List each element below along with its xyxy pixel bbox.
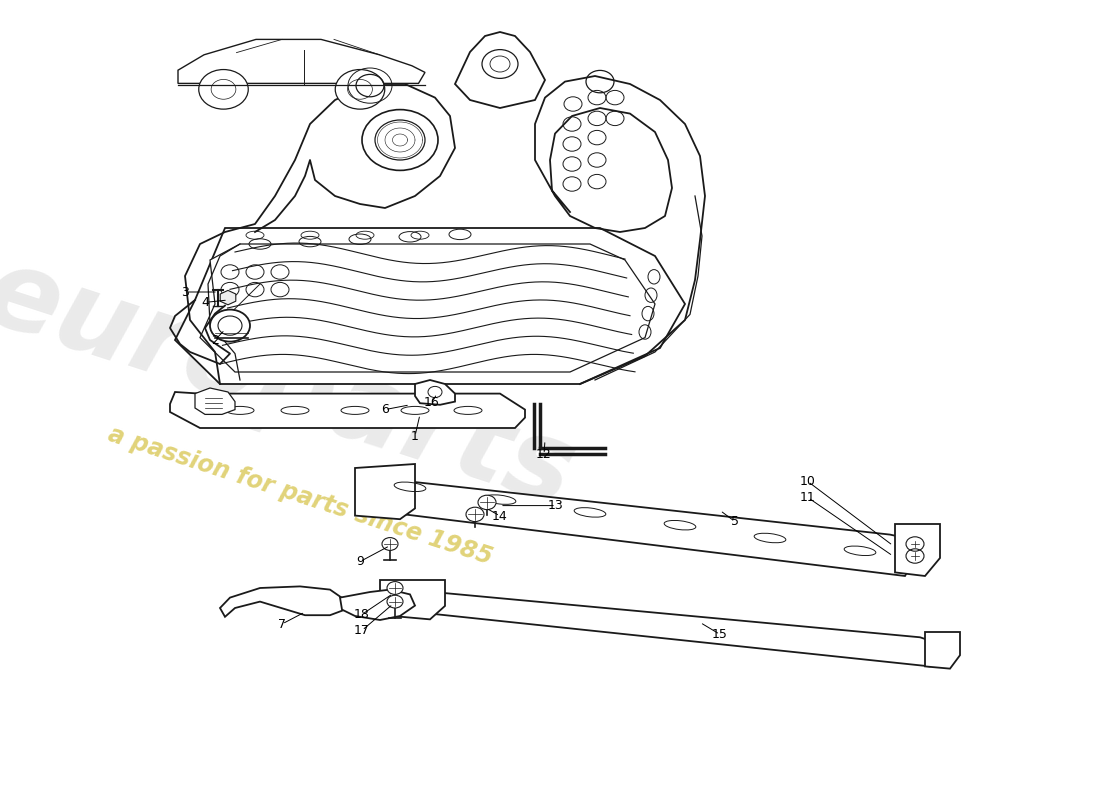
Polygon shape — [360, 476, 915, 576]
Text: 11: 11 — [800, 491, 816, 504]
Circle shape — [199, 70, 249, 109]
Text: 3: 3 — [182, 286, 189, 298]
Circle shape — [466, 507, 484, 522]
Polygon shape — [195, 388, 235, 414]
Text: 18: 18 — [354, 608, 370, 621]
Text: 14: 14 — [492, 510, 508, 522]
Text: 17: 17 — [354, 624, 370, 637]
Polygon shape — [379, 580, 446, 619]
Text: 2: 2 — [211, 334, 219, 346]
Polygon shape — [200, 244, 654, 372]
Polygon shape — [170, 392, 525, 428]
Circle shape — [362, 110, 438, 170]
Polygon shape — [175, 228, 685, 384]
Polygon shape — [925, 632, 960, 669]
Text: 4: 4 — [201, 296, 209, 309]
Polygon shape — [355, 464, 415, 519]
Circle shape — [478, 495, 496, 510]
Circle shape — [382, 538, 398, 550]
Circle shape — [387, 595, 403, 608]
Polygon shape — [340, 590, 415, 620]
Text: 6: 6 — [381, 403, 389, 416]
Text: 15: 15 — [712, 628, 728, 641]
Polygon shape — [390, 588, 940, 666]
Polygon shape — [455, 32, 544, 108]
Polygon shape — [220, 586, 345, 617]
Text: a passion for parts since 1985: a passion for parts since 1985 — [104, 422, 495, 570]
Polygon shape — [415, 380, 455, 405]
Text: 13: 13 — [548, 499, 564, 512]
Text: 9: 9 — [356, 555, 364, 568]
Circle shape — [336, 70, 385, 109]
Text: 7: 7 — [278, 618, 286, 630]
Text: 10: 10 — [800, 475, 816, 488]
Text: 1: 1 — [411, 430, 419, 442]
Text: 16: 16 — [425, 396, 440, 409]
Circle shape — [387, 582, 403, 594]
Text: 5: 5 — [732, 515, 739, 528]
Polygon shape — [895, 524, 940, 576]
Text: europarts: europarts — [0, 238, 588, 530]
Text: 12: 12 — [536, 448, 552, 461]
Circle shape — [210, 310, 250, 342]
